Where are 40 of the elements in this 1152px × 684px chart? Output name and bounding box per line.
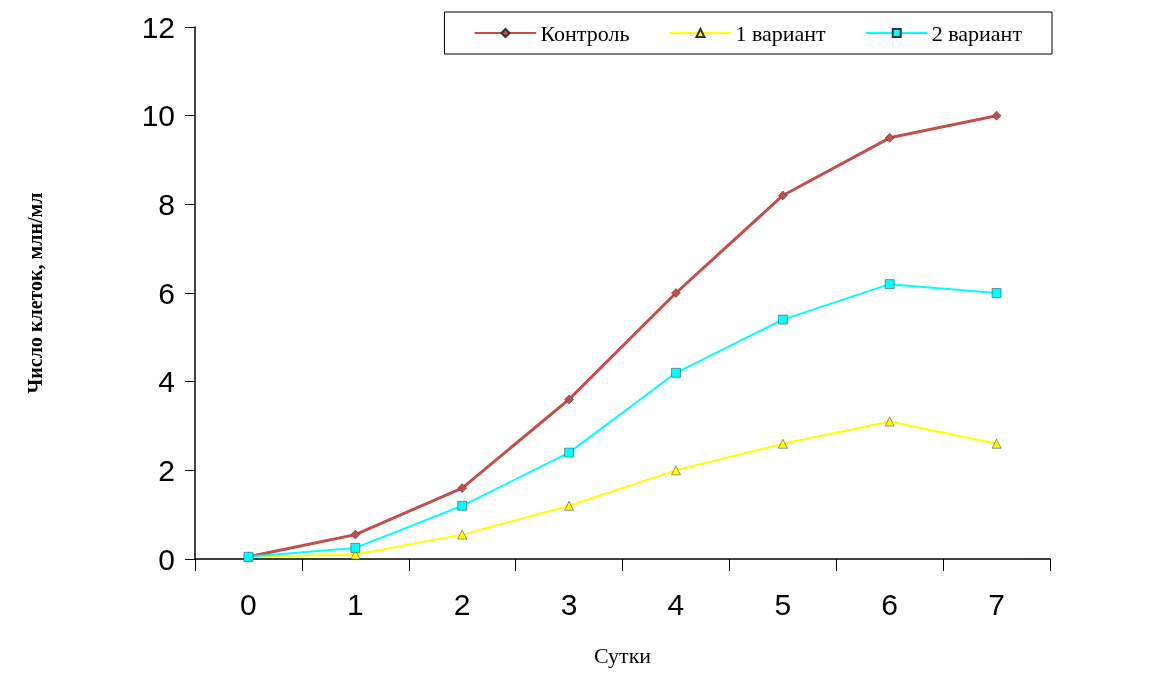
- x-tick-label: 7: [988, 587, 1005, 621]
- y-tick-label: 12: [141, 10, 175, 44]
- x-tick-label: 6: [881, 587, 899, 621]
- x-tick-label: 3: [560, 587, 578, 621]
- point: [457, 529, 467, 540]
- point: [778, 314, 788, 325]
- legend-label: 2 вариант: [931, 20, 1023, 46]
- point: [564, 394, 574, 405]
- point: [350, 529, 361, 540]
- point: [778, 190, 788, 201]
- x-tick-label: 0: [240, 587, 257, 621]
- point: [564, 501, 574, 511]
- point: [350, 543, 361, 553]
- point: [991, 288, 1002, 298]
- point: [884, 279, 895, 289]
- y-tick-label: 4: [158, 365, 175, 399]
- y-tick-label: 6: [158, 276, 175, 310]
- x-tick-label: 5: [774, 587, 792, 621]
- y-tick-label: 10: [141, 99, 175, 133]
- point: [884, 133, 895, 143]
- point: [457, 483, 467, 493]
- legend-label: 1 вариант: [735, 20, 827, 46]
- point: [457, 501, 467, 511]
- point: [671, 288, 681, 298]
- y-tick-label: 8: [158, 187, 175, 221]
- y-tick-label: 2: [158, 453, 175, 487]
- point: [991, 110, 1002, 121]
- legend-label: Контроль: [540, 20, 630, 46]
- x-tick-label: 1: [346, 587, 364, 621]
- point: [671, 368, 681, 378]
- y-tick-label: 0: [158, 542, 175, 576]
- x-tick-label: 2: [453, 587, 471, 621]
- point: [778, 438, 788, 449]
- point: [671, 465, 681, 476]
- point: [991, 438, 1002, 449]
- point: [884, 416, 895, 427]
- x-tick-label: 4: [667, 587, 685, 621]
- y-axis-title: Число клеток, млн/мл: [24, 192, 46, 394]
- x-axis-title: Сутки: [593, 642, 652, 668]
- point: [564, 447, 574, 458]
